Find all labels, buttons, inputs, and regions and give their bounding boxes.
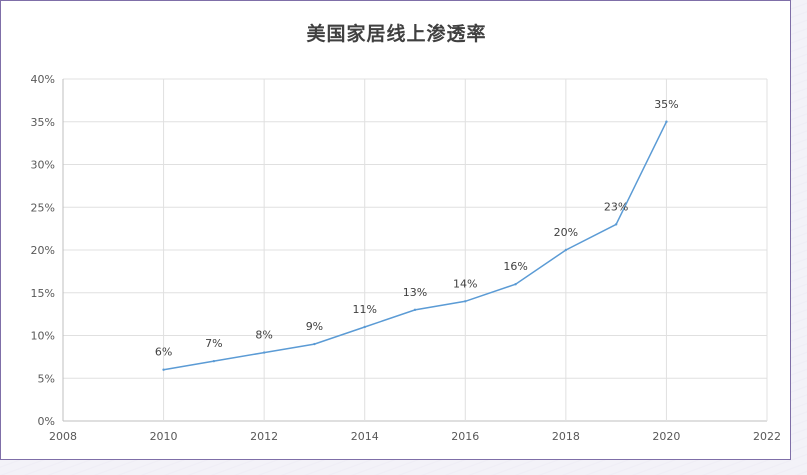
x-tick-label: 2008 [49,430,77,443]
x-tick-label: 2022 [753,430,781,443]
data-label: 9% [306,320,323,333]
x-tick-label: 2020 [652,430,680,443]
y-tick-label: 40% [31,73,55,86]
data-label: 16% [503,260,527,273]
data-label: 13% [403,286,427,299]
data-label: 7% [205,337,222,350]
y-tick-label: 30% [31,159,55,172]
data-point [363,325,366,329]
chart-title: 美国家居线上渗透率 [306,23,487,45]
data-label: 20% [554,226,578,239]
y-tick-label: 0% [38,415,55,428]
data-point [514,283,517,286]
y-tick-label: 25% [31,201,55,214]
data-label: 23% [604,200,628,213]
line-chart: 0% 5% 10% 15% 20% 25% 30% 35% 40% 2008 2010 2012 201… [31,73,781,443]
y-tick-label: 15% [31,287,55,300]
x-tick-label: 2018 [552,430,580,443]
data-label: 8% [255,329,272,342]
data-point [564,248,568,252]
data-point [464,300,467,303]
x-tick-label: 2014 [351,430,379,443]
y-tick-label: 5% [38,372,55,385]
data-point [413,308,417,312]
data-label: 6% [155,346,172,359]
data-point [665,120,668,123]
data-point [162,368,165,371]
x-tick-label: 2016 [451,430,479,443]
y-tick-label: 35% [31,116,55,129]
series-line [163,121,668,371]
y-tick-label: 20% [31,244,55,257]
data-point [614,223,618,226]
x-tick-label: 2012 [250,430,278,443]
data-point [313,342,316,346]
y-tick-label: 10% [31,330,55,343]
data-point [262,351,266,354]
data-label: 14% [453,277,477,290]
data-label: 11% [352,303,376,316]
data-point [212,359,216,363]
x-tick-label: 2010 [150,430,178,443]
chart-container: 美国家居线上渗透率 0% 5% 10% 15% 20% 25% 30% 35% 40% 2008 2… [0,0,791,460]
data-label: 35% [654,98,678,111]
